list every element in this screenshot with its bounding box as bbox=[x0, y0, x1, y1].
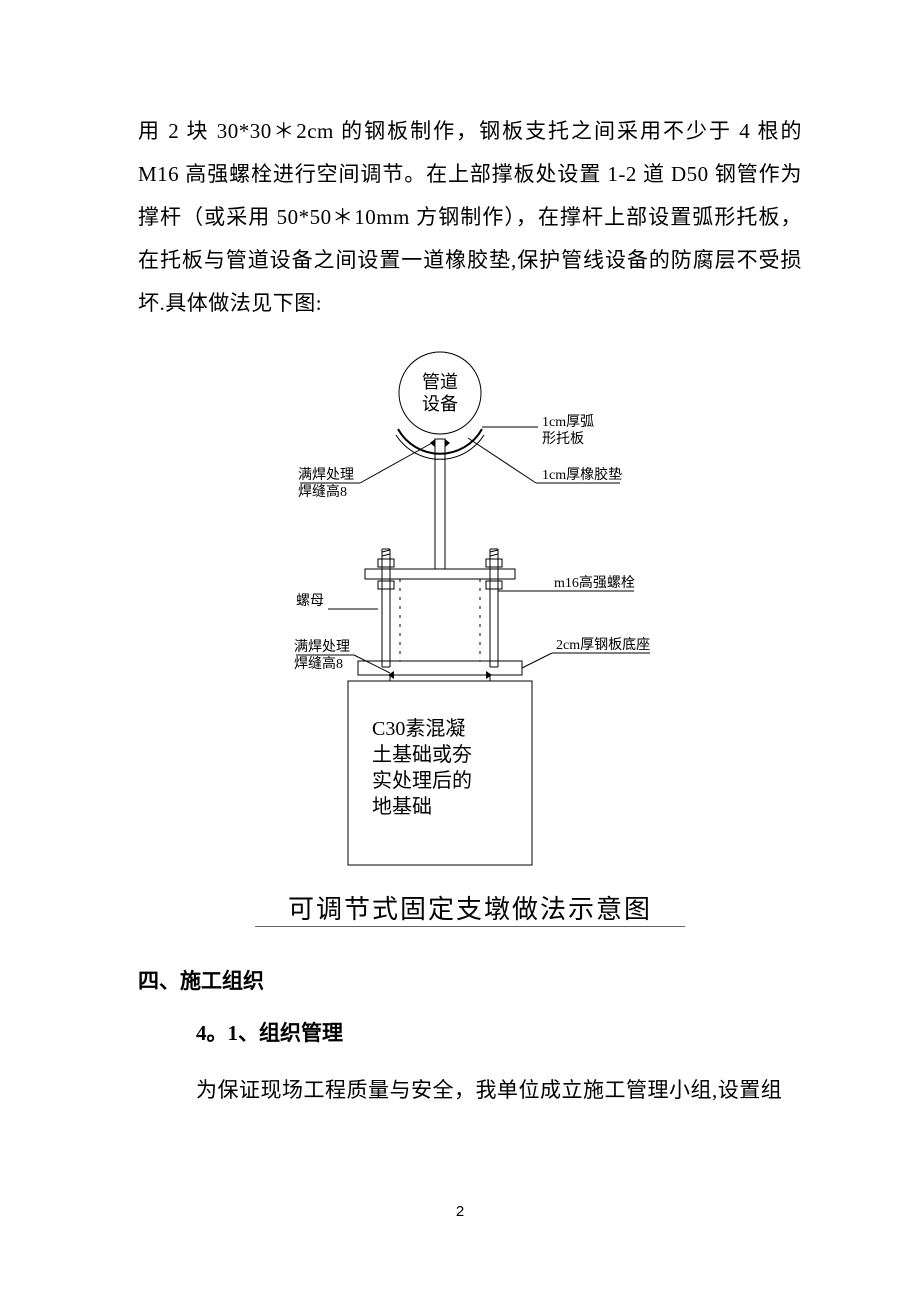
base-strip bbox=[390, 675, 490, 681]
weld-top-left bbox=[430, 439, 435, 447]
weld-top-right bbox=[445, 439, 450, 447]
label-nut: 螺母 bbox=[296, 593, 324, 609]
label-bolt: m16高强螺栓 bbox=[554, 574, 635, 591]
lower-plate bbox=[358, 661, 522, 675]
weld-base-right bbox=[486, 671, 492, 679]
paragraph-4-1: 为保证现场工程质量与安全，我单位成立施工管理小组,设置组 bbox=[138, 1069, 802, 1112]
leader-base bbox=[522, 653, 552, 668]
bolt-left bbox=[378, 549, 394, 667]
leader-rubber bbox=[468, 438, 536, 483]
bolt-right bbox=[486, 549, 502, 667]
pipe-label-2: 设备 bbox=[422, 394, 458, 414]
foundation-text-3: 实处理后的 bbox=[372, 769, 472, 792]
label-weld-top-2: 焊缝高8 bbox=[298, 483, 347, 500]
support-rod bbox=[435, 439, 445, 569]
upper-plate bbox=[365, 569, 515, 579]
label-arc-2: 形托板 bbox=[542, 431, 584, 447]
pipe-circle bbox=[399, 352, 481, 434]
diagram-caption: 可调节式固定支墩做法示意图 bbox=[240, 889, 700, 926]
subheading-4-1: 4。1、组织管理 bbox=[138, 1017, 802, 1047]
foundation-text-1: C30素混凝 bbox=[372, 717, 465, 740]
label-base: 2cm厚钢板底座 bbox=[556, 637, 650, 653]
heading-4: 四、施工组织 bbox=[138, 965, 802, 995]
spacer-hatch bbox=[400, 579, 480, 661]
leader-weld-top bbox=[360, 443, 432, 483]
label-weld-bot-2: 焊缝高8 bbox=[294, 655, 343, 672]
leader-weld-bot bbox=[354, 655, 390, 673]
foundation-text-4: 地基础 bbox=[372, 795, 432, 818]
label-weld-top-1: 满焊处理 bbox=[298, 467, 354, 483]
label-weld-bot-1: 满焊处理 bbox=[294, 639, 350, 655]
page-number: 2 bbox=[0, 1203, 920, 1220]
pipe-label-1: 管道 bbox=[422, 372, 458, 392]
label-rubber: 1cm厚橡胶垫 bbox=[542, 466, 622, 483]
foundation-text-2: 土基础或夯 bbox=[372, 743, 472, 766]
body-paragraph: 用 2 块 30*30＊2cm 的钢板制作，钢板支托之间采用不少于 4 根的 M… bbox=[138, 110, 802, 325]
diagram-container: 管道 设备 bbox=[240, 343, 700, 927]
label-arc-1: 1cm厚弧 bbox=[542, 414, 594, 430]
support-pier-diagram: 管道 设备 bbox=[240, 343, 700, 883]
caption-underline bbox=[255, 926, 685, 927]
